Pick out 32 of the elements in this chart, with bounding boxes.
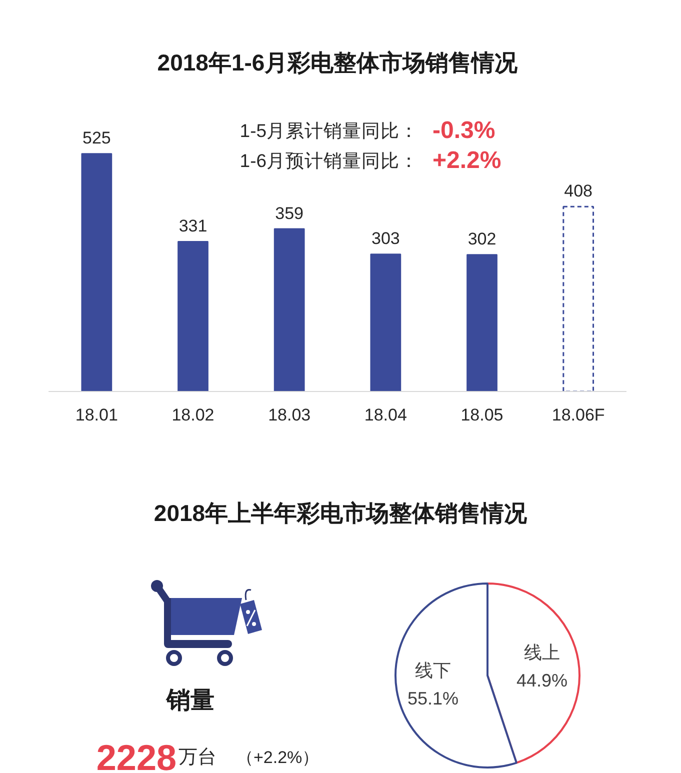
data-label: 331: [178, 216, 208, 236]
bar: [466, 254, 498, 392]
text: 2228: [96, 737, 177, 773]
bar: [81, 153, 112, 392]
x-tick-label: 18.06F: [552, 406, 605, 424]
chart-title: 2018年上半年彩电市场整体销售情况: [152, 499, 528, 528]
text: 1-5月累计销量同比：: [240, 120, 419, 141]
slice-label: 线上: [524, 642, 560, 663]
text: 销量: [166, 687, 214, 714]
data-label: 302: [468, 230, 496, 249]
bar: [274, 228, 305, 392]
x-tick-label: 18.03: [268, 406, 311, 424]
chart-title: 2018年1-6月彩电整体市场销售情况: [157, 50, 519, 76]
bar: [178, 240, 208, 392]
x-tick-label: 18.02: [172, 406, 214, 424]
text: 万台: [178, 747, 216, 768]
x-tick-label: 18.01: [75, 406, 118, 424]
annotation: 1-6月预计销量同比：: [240, 150, 419, 171]
data-label: 303: [371, 229, 400, 248]
data-label: 55.1%: [407, 688, 459, 708]
data-label: 525: [82, 128, 111, 148]
text: -0.3%: [432, 116, 496, 144]
text: （+2.2%）: [236, 748, 320, 767]
x-tick-label: 18.05: [460, 406, 504, 424]
bar: [562, 206, 594, 392]
bar: [370, 254, 402, 392]
annotation: +2.2%: [432, 146, 502, 174]
data-label: 359: [275, 204, 304, 223]
data-label: 408: [564, 182, 593, 201]
x-tick-label: 18.04: [364, 406, 407, 424]
data-label: 44.9%: [516, 670, 568, 691]
slice-label: 线下: [415, 660, 452, 680]
